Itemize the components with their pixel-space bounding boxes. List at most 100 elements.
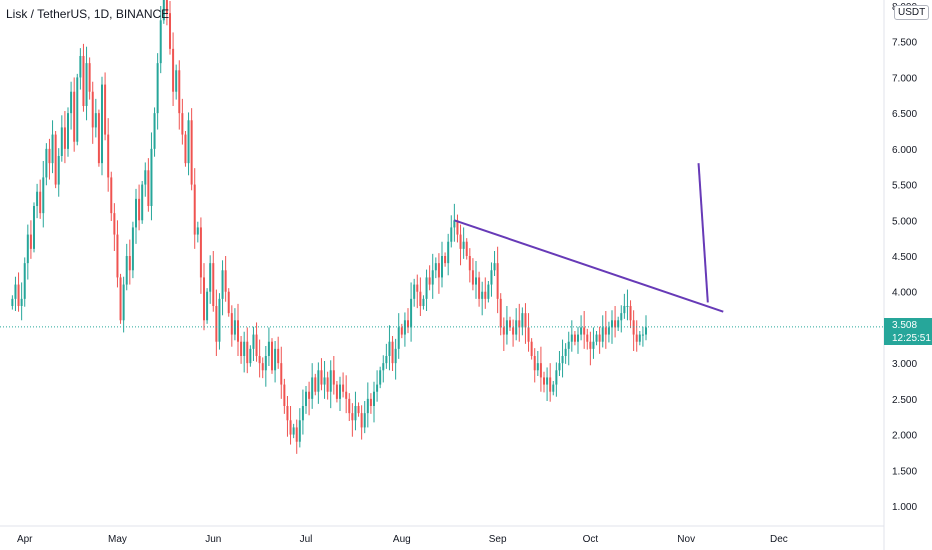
candle-body xyxy=(403,320,406,335)
time-tick-label: May xyxy=(108,534,127,545)
candle-body xyxy=(468,256,471,271)
candle-body xyxy=(94,113,97,128)
candle-body xyxy=(354,406,357,421)
candle-body xyxy=(14,284,17,299)
candle-body xyxy=(604,327,607,335)
candle-body xyxy=(224,270,227,292)
candle-body xyxy=(493,263,496,271)
candle-body xyxy=(373,391,375,406)
candle-body xyxy=(159,20,162,64)
candle-body xyxy=(607,327,610,335)
candle-body xyxy=(97,113,100,164)
candle-body xyxy=(620,313,623,321)
candle-body xyxy=(301,406,304,421)
candle-body xyxy=(428,277,431,285)
time-tick-label: Sep xyxy=(489,534,507,545)
price-tick-label: 4.000 xyxy=(892,288,917,299)
candle-body xyxy=(138,198,141,221)
candle-body xyxy=(42,177,45,214)
candle-body xyxy=(413,284,416,299)
candle-body xyxy=(549,377,552,392)
price-tick-label: 4.500 xyxy=(892,252,917,263)
candle-body xyxy=(434,263,437,271)
candle-body xyxy=(156,63,159,114)
candle-body xyxy=(471,270,474,285)
candle-body xyxy=(150,148,153,206)
candle-body xyxy=(128,256,131,271)
candle-body xyxy=(233,320,236,335)
candle-body xyxy=(400,327,403,335)
candle-body xyxy=(453,220,456,228)
trendline-drawings[interactable] xyxy=(454,163,724,313)
candle-body xyxy=(119,277,122,321)
candle-body xyxy=(237,320,239,342)
candle-body xyxy=(264,356,267,371)
price-tick-label: 6.500 xyxy=(892,109,917,120)
candle-body xyxy=(292,427,295,435)
candle-body xyxy=(555,370,558,385)
candle-body xyxy=(580,327,583,335)
descending-trendline[interactable] xyxy=(454,219,724,313)
candle-body xyxy=(110,177,113,214)
candle-body xyxy=(162,0,165,21)
candle-body xyxy=(135,198,137,228)
candle-body xyxy=(626,306,629,307)
candle-body xyxy=(311,377,314,399)
candle-body xyxy=(107,134,110,178)
chart-title: Lisk / TetherUS, 1D, BINANCE xyxy=(6,7,170,21)
candle-body xyxy=(243,341,246,356)
candle-body xyxy=(481,291,484,299)
candle-body xyxy=(277,348,280,364)
candle-body xyxy=(258,356,261,364)
candle-body xyxy=(360,413,363,428)
candle-body xyxy=(335,384,338,399)
candle-body xyxy=(573,334,576,342)
candle-body xyxy=(635,334,638,342)
candle-body xyxy=(85,63,88,106)
time-tick-label: Nov xyxy=(677,534,695,545)
time-tick-label: Dec xyxy=(770,534,788,545)
time-axis[interactable]: Apr May Jun Jul Aug Sep Oct Nov Dec xyxy=(17,534,788,545)
last-price-value: 3.508 xyxy=(892,320,918,331)
candle-body xyxy=(465,241,468,256)
candle-body xyxy=(308,391,311,399)
candle-body xyxy=(48,148,51,164)
candle-body xyxy=(175,70,178,92)
candle-body xyxy=(490,270,493,285)
candle-body xyxy=(524,313,527,328)
candle-body xyxy=(60,127,63,156)
candle-body xyxy=(122,284,125,321)
candle-body xyxy=(39,191,42,214)
candle-body xyxy=(314,377,317,392)
candle-body xyxy=(286,406,289,421)
candle-body xyxy=(437,263,440,278)
candle-body xyxy=(252,334,255,349)
time-tick-label: Jul xyxy=(300,534,313,545)
candle-body xyxy=(385,356,388,364)
candle-body xyxy=(76,77,79,142)
breakout-projection-line[interactable] xyxy=(697,163,709,303)
candle-body xyxy=(416,284,419,292)
candle-body xyxy=(332,370,335,385)
price-tick-label: 1.000 xyxy=(892,502,917,513)
candle-body xyxy=(212,263,215,306)
price-axis[interactable]: 8.0007.5007.0006.5006.0005.5005.0004.500… xyxy=(892,2,917,513)
time-tick-label: Apr xyxy=(17,534,33,545)
candle-body xyxy=(382,363,385,371)
candle-body xyxy=(376,384,379,392)
candle-body xyxy=(614,320,617,328)
candle-body xyxy=(515,320,518,335)
candle-body xyxy=(144,170,147,185)
candle-body xyxy=(227,291,230,314)
candle-body xyxy=(623,306,626,314)
candle-body xyxy=(431,270,434,285)
currency-badge[interactable]: USDT xyxy=(894,5,930,20)
candle-body xyxy=(70,91,73,114)
candle-body xyxy=(116,234,119,278)
candle-body xyxy=(215,306,218,342)
candle-body xyxy=(298,420,301,442)
candle-body xyxy=(394,348,397,364)
candle-body xyxy=(187,120,190,164)
candle-body xyxy=(518,320,521,328)
